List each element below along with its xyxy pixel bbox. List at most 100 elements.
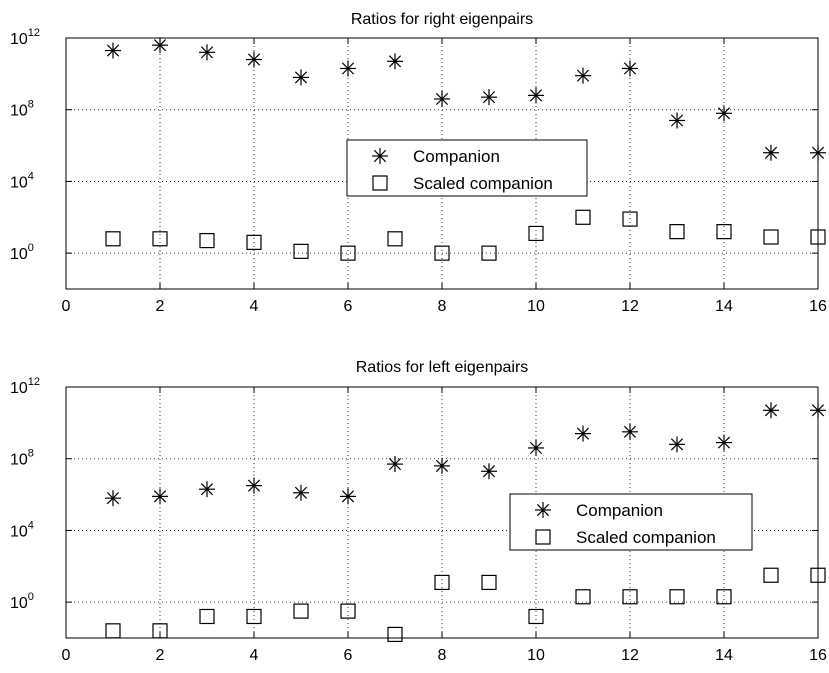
- companion-point: [105, 490, 121, 507]
- companion-point: [152, 488, 168, 505]
- y-tick-label: 100: [10, 591, 34, 612]
- companion-point: [293, 69, 309, 86]
- scaled-companion-point: [293, 243, 309, 259]
- companion-point: [434, 457, 450, 474]
- scaled-companion-point: [669, 589, 685, 605]
- y-tick-label: 1012: [10, 27, 40, 48]
- companion-point: [763, 402, 779, 419]
- legend-asterisk-icon: [372, 148, 388, 164]
- companion-point: [622, 60, 638, 77]
- companion-point: [387, 53, 403, 70]
- x-tick-label: 16: [809, 647, 827, 664]
- companion-point: [152, 37, 168, 54]
- x-tick-label: 10: [527, 298, 545, 315]
- legend-right: Companion Scaled companion: [346, 139, 588, 197]
- scaled-companion-point: [669, 224, 685, 240]
- x-tick-label: 14: [715, 647, 733, 664]
- scaled-companion-point: [763, 229, 779, 245]
- scaled-companion-point: [575, 589, 591, 605]
- x-tick-label: 6: [344, 298, 353, 315]
- scaled-companion-point: [528, 608, 544, 625]
- legend-label-scaled-right: Scaled companion: [413, 174, 553, 193]
- scaled-companion-point: [716, 224, 732, 240]
- companion-point: [622, 423, 638, 440]
- companion-point: [716, 434, 732, 451]
- x-tick-label: 12: [621, 647, 639, 664]
- scaled-companion-point: [340, 245, 356, 261]
- legend-asterisk-icon: [535, 502, 551, 518]
- scaled-companion-point: [293, 603, 309, 619]
- scaled-companion-point: [105, 231, 121, 247]
- y-tick-label: 104: [10, 519, 34, 540]
- legend-square-icon: [535, 529, 551, 545]
- y-tick-label: 1012: [10, 376, 40, 397]
- scaled-companion-point: [622, 589, 638, 605]
- companion-point: [528, 439, 544, 456]
- x-tick-label: 2: [156, 298, 165, 315]
- companion-point: [199, 481, 215, 498]
- x-tick-label: 6: [344, 647, 353, 664]
- legend-square-icon: [372, 175, 388, 191]
- y-tick-label: 108: [10, 99, 34, 120]
- scaled-companion-point: [434, 245, 450, 261]
- y-tick-label: 108: [10, 448, 34, 469]
- x-tick-label: 12: [621, 298, 639, 315]
- companion-point: [716, 105, 732, 122]
- scaled-companion-point: [622, 211, 638, 227]
- x-tick-label: 8: [438, 298, 447, 315]
- companion-point: [387, 456, 403, 473]
- companion-point: [434, 90, 450, 107]
- y-tick-label: 104: [10, 170, 34, 191]
- scaled-companion-point: [152, 231, 168, 247]
- companion-point: [105, 42, 121, 59]
- chart-title-right: Ratios for right eigenpairs: [351, 11, 533, 28]
- x-tick-label: 0: [62, 298, 71, 315]
- left-eigenpairs-panel: Ratios for left eigenpairs 0 2 4 6 8 10 12 14 16…: [10, 359, 827, 664]
- y-tick-label: 100: [10, 242, 34, 263]
- companion-point: [669, 436, 685, 453]
- companion-point: [575, 67, 591, 84]
- companion-point: [481, 89, 497, 106]
- scaled-companion-point: [105, 623, 121, 639]
- companion-point: [199, 44, 215, 61]
- scaled-companion-point: [481, 574, 497, 591]
- companion-point: [481, 463, 497, 480]
- scaled-companion-point: [434, 574, 450, 591]
- x-tick-label: 10: [527, 647, 545, 664]
- scaled-companion-point: [152, 623, 168, 639]
- legend-label-companion-right: Companion: [413, 147, 500, 166]
- scaled-companion-point: [387, 231, 403, 247]
- scaled-companion-point: [763, 567, 779, 583]
- companion-point: [575, 425, 591, 442]
- companion-point: [763, 144, 779, 161]
- scaled-companion-point: [810, 567, 826, 583]
- companion-point: [340, 60, 356, 77]
- x-tick-label: 14: [715, 298, 733, 315]
- x-tick-label: 4: [250, 647, 259, 664]
- scaled-companion-point: [199, 608, 215, 625]
- x-tick-label: 4: [250, 298, 259, 315]
- legend-left: Companion Scaled companion: [509, 493, 753, 551]
- scaled-companion-point: [528, 225, 544, 242]
- scaled-companion-point: [481, 245, 497, 261]
- scaled-companion-point: [340, 603, 356, 619]
- companion-point: [293, 484, 309, 501]
- marks-left: [105, 402, 826, 643]
- marks-right: [105, 37, 826, 261]
- companion-point: [669, 112, 685, 129]
- companion-point: [246, 477, 262, 494]
- legend-label-companion-left: Companion: [576, 501, 663, 520]
- scaled-companion-point: [716, 589, 732, 605]
- x-tick-label: 16: [809, 298, 827, 315]
- x-tick-label: 0: [62, 647, 71, 664]
- chart-title-left: Ratios for left eigenpairs: [356, 359, 529, 376]
- scaled-companion-point: [810, 229, 826, 245]
- companion-point: [810, 144, 826, 161]
- right-eigenpairs-panel: Ratios for right eigenpairs 0 2 4 6 8 10 12 14 1…: [10, 11, 827, 315]
- legend-label-scaled-left: Scaled companion: [576, 528, 716, 547]
- x-tick-label: 2: [156, 647, 165, 664]
- companion-point: [810, 402, 826, 419]
- scaled-companion-point: [387, 626, 403, 643]
